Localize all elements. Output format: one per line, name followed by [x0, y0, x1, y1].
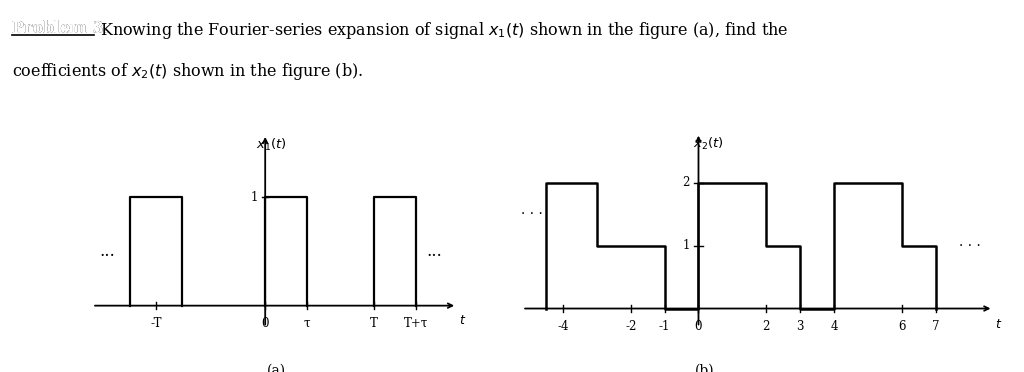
- Text: Problem 3.: Problem 3.: [12, 20, 110, 38]
- Text: τ: τ: [303, 317, 310, 330]
- Text: ...: ...: [99, 243, 115, 260]
- Text: $x_2(t)$: $x_2(t)$: [693, 136, 724, 152]
- Text: T+τ: T+τ: [403, 317, 428, 330]
- Text: -4: -4: [557, 320, 568, 333]
- Text: $x_1(t)$: $x_1(t)$: [256, 137, 287, 153]
- Text: 1: 1: [683, 239, 690, 252]
- Text: 6: 6: [898, 320, 905, 333]
- Text: ...: ...: [427, 243, 442, 260]
- Text: 3: 3: [797, 320, 804, 333]
- Text: -1: -1: [658, 320, 671, 333]
- Text: -2: -2: [625, 320, 636, 333]
- Text: 2: 2: [683, 176, 690, 189]
- Text: 1: 1: [250, 190, 258, 203]
- Text: Knowing the Fourier-series expansion of signal $x_1(t)$ shown in the figure (a),: Knowing the Fourier-series expansion of …: [95, 20, 788, 41]
- Text: (b): (b): [695, 363, 715, 372]
- Text: · · ·: · · ·: [958, 239, 981, 253]
- Text: 0: 0: [261, 317, 269, 330]
- Text: 4: 4: [830, 320, 838, 333]
- Text: 0: 0: [694, 320, 702, 333]
- Text: $t$: $t$: [460, 314, 467, 327]
- Text: $t$: $t$: [995, 318, 1002, 331]
- Text: · · ·: · · ·: [521, 207, 544, 221]
- Text: -T: -T: [151, 317, 162, 330]
- Text: Problem 3.: Problem 3.: [12, 20, 110, 38]
- Text: 7: 7: [932, 320, 939, 333]
- Text: coefficients of $x_2(t)$ shown in the figure (b).: coefficients of $x_2(t)$ shown in the fi…: [12, 61, 364, 82]
- Text: (a): (a): [267, 363, 286, 372]
- Text: T: T: [371, 317, 378, 330]
- Text: 2: 2: [763, 320, 770, 333]
